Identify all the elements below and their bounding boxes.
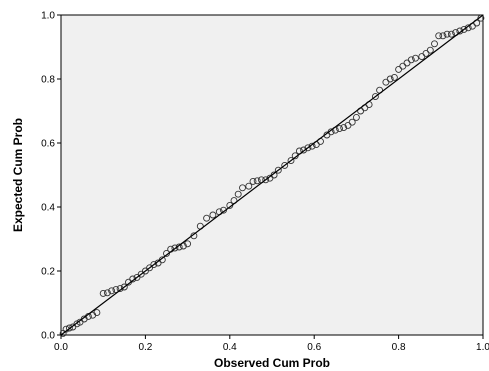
data-point xyxy=(371,93,379,101)
data-point xyxy=(234,190,242,198)
data-point xyxy=(239,184,246,192)
data-point xyxy=(93,309,101,317)
data-point xyxy=(460,25,468,33)
data-point xyxy=(120,283,128,291)
data-point xyxy=(150,261,158,269)
data-point xyxy=(112,286,120,294)
x-tick-label: 1.0 xyxy=(476,342,489,353)
x-tick-label: 0.8 xyxy=(392,342,406,353)
y-tick-label: 0.6 xyxy=(41,139,55,150)
y-axis-title: Expected Cum Prob xyxy=(11,118,25,232)
data-point xyxy=(249,177,257,185)
data-point xyxy=(439,32,447,40)
x-axis-title: Observed Cum Prob xyxy=(214,356,330,370)
data-point xyxy=(65,324,73,332)
x-tick-label: 0.0 xyxy=(54,342,68,353)
data-point xyxy=(431,40,438,48)
data-point xyxy=(287,157,295,165)
data-point xyxy=(407,56,415,64)
y-tick-label: 0.0 xyxy=(41,331,55,342)
y-tick-label: 0.2 xyxy=(41,267,55,278)
data-point xyxy=(447,30,455,38)
data-point xyxy=(386,75,394,83)
data-point xyxy=(412,54,419,62)
data-point xyxy=(209,211,217,219)
data-point xyxy=(340,124,348,132)
data-point xyxy=(262,176,270,184)
reference-line xyxy=(60,14,484,336)
data-point xyxy=(422,49,430,57)
data-point xyxy=(253,177,261,185)
data-point xyxy=(300,146,308,154)
data-point xyxy=(403,59,411,67)
data-point xyxy=(179,242,187,250)
data-point xyxy=(435,32,443,40)
data-point xyxy=(274,166,282,174)
x-tick-label: 0.4 xyxy=(223,342,237,353)
data-point xyxy=(443,30,451,38)
data-point xyxy=(382,78,390,86)
data-point xyxy=(184,240,192,248)
data-point xyxy=(336,125,343,133)
x-tick-label: 0.2 xyxy=(138,342,152,353)
data-point xyxy=(352,113,360,121)
x-tick-label: 0.6 xyxy=(307,342,321,353)
data-point xyxy=(245,182,253,190)
data-point xyxy=(99,289,107,297)
data-point xyxy=(103,289,111,297)
axes: 0.0 0.2 0.4 0.6 0.8 1.0 0.0 0.2 0.4 0.6 0.8 1.0 xyxy=(41,11,489,354)
data-point xyxy=(203,214,211,222)
data-point xyxy=(108,287,116,295)
y-tick-label: 1.0 xyxy=(41,11,55,22)
y-tick-label: 0.8 xyxy=(41,75,55,86)
data-point xyxy=(171,244,179,252)
data-point xyxy=(304,144,312,152)
data-point xyxy=(426,46,434,54)
data-point xyxy=(281,161,289,169)
data-point xyxy=(348,118,356,126)
data-point xyxy=(390,73,398,81)
y-tick-label: 0.4 xyxy=(41,203,55,214)
